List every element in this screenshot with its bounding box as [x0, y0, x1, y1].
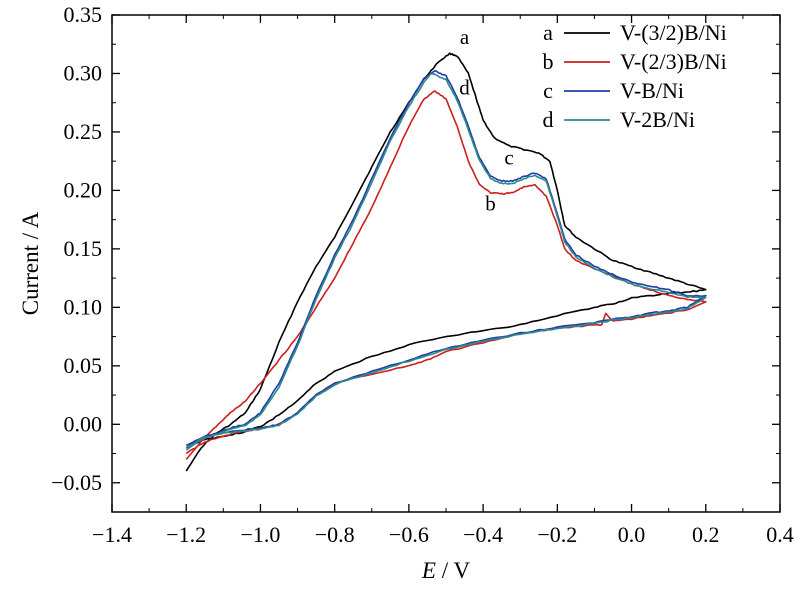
legend-label: V-2B/Ni	[620, 107, 695, 132]
legend-label: V-(2/3)B/Ni	[620, 49, 727, 74]
y-tick-label: 0.25	[64, 119, 103, 144]
legend: a V-(3/2)B/Ni b V-(2/3)B/Ni c V-B/Ni d V-2B/Ni	[543, 20, 727, 132]
x-tick-label: 0.0	[618, 522, 646, 547]
curve-annotation-d: d	[459, 76, 470, 100]
x-axis-label: E / V	[421, 558, 471, 583]
curve-annotation-b: b	[485, 191, 496, 215]
y-tick-label: −0.05	[51, 470, 102, 495]
legend-entry-a: a V-(3/2)B/Ni	[543, 20, 727, 45]
x-tick-label: −1.0	[240, 522, 280, 547]
legend-letter: c	[543, 78, 553, 103]
y-tick-label: 0.35	[64, 2, 103, 27]
y-tick-label: 0.05	[64, 353, 103, 378]
x-axis-ticks: −1.4 −1.2 −1.0 −0.8 −0.6 −0.4 −0.2 0.0 0.2 0.4	[92, 15, 794, 547]
y-tick-label: 0.30	[64, 60, 103, 85]
y-axis-label: Current / A	[18, 211, 43, 315]
curve-annotation-c: c	[504, 146, 513, 170]
x-tick-label: 0.4	[766, 522, 794, 547]
series-line-d	[185, 72, 707, 451]
y-tick-label: 0.10	[64, 294, 103, 319]
legend-letter: a	[543, 20, 553, 45]
y-tick-label: 0.20	[64, 177, 103, 202]
series-line-b	[185, 90, 707, 460]
y-tick-label: 0.00	[64, 411, 103, 436]
curves-layer	[185, 52, 707, 472]
x-tick-label: −0.8	[315, 522, 355, 547]
x-tick-label: 0.2	[692, 522, 720, 547]
legend-entry-b: b V-(2/3)B/Ni	[543, 49, 727, 74]
series-line-a	[185, 52, 707, 472]
x-tick-label: −1.2	[166, 522, 206, 547]
x-axis-unit: / V	[436, 558, 470, 583]
legend-entry-d: d V-2B/Ni	[543, 107, 695, 132]
legend-letter: d	[543, 107, 554, 132]
y-axis-ticks: −0.05 0.00 0.05 0.10 0.15 0.20 0.25 0.30 0.35	[51, 2, 780, 495]
x-tick-label: −0.6	[389, 522, 429, 547]
legend-label: V-(3/2)B/Ni	[620, 20, 727, 45]
curve-annotation-a: a	[460, 25, 470, 49]
x-tick-label: −1.4	[92, 522, 132, 547]
x-tick-label: −0.2	[537, 522, 577, 547]
curve-annotations: a d cb	[459, 25, 513, 215]
x-axis-variable: E	[421, 558, 436, 583]
series-line-c	[185, 70, 707, 449]
legend-letter: b	[543, 49, 554, 74]
x-tick-label: −0.4	[463, 522, 503, 547]
legend-label: V-B/Ni	[620, 78, 684, 103]
legend-entry-c: c V-B/Ni	[543, 78, 684, 103]
y-tick-label: 0.15	[64, 236, 103, 261]
